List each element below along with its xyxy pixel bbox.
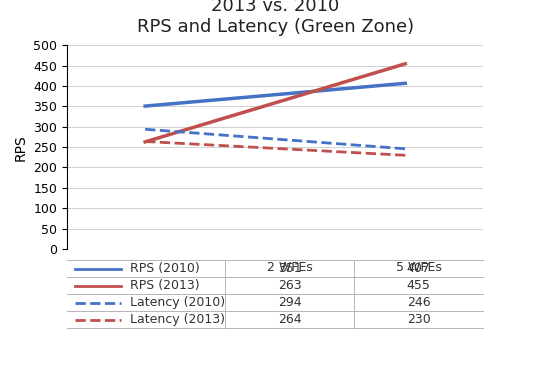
Text: 5 WFEs: 5 WFEs — [396, 261, 442, 274]
Text: RPS (2010): RPS (2010) — [129, 262, 199, 275]
Text: 263: 263 — [278, 279, 302, 292]
Text: Latency (2010): Latency (2010) — [129, 296, 224, 309]
Text: Latency (2013): Latency (2013) — [129, 313, 224, 326]
Text: 264: 264 — [278, 313, 302, 326]
Y-axis label: RPS: RPS — [14, 134, 28, 161]
Text: 246: 246 — [407, 296, 431, 309]
Text: 455: 455 — [407, 279, 431, 292]
Title: 2013 vs. 2010
RPS and Latency (Green Zone): 2013 vs. 2010 RPS and Latency (Green Zon… — [136, 0, 414, 36]
Text: 230: 230 — [407, 313, 431, 326]
Text: 2 WFEs: 2 WFEs — [267, 261, 313, 274]
Text: 294: 294 — [278, 296, 302, 309]
Text: RPS (2013): RPS (2013) — [129, 279, 199, 292]
Text: 351: 351 — [278, 262, 302, 275]
Text: 407: 407 — [407, 262, 431, 275]
